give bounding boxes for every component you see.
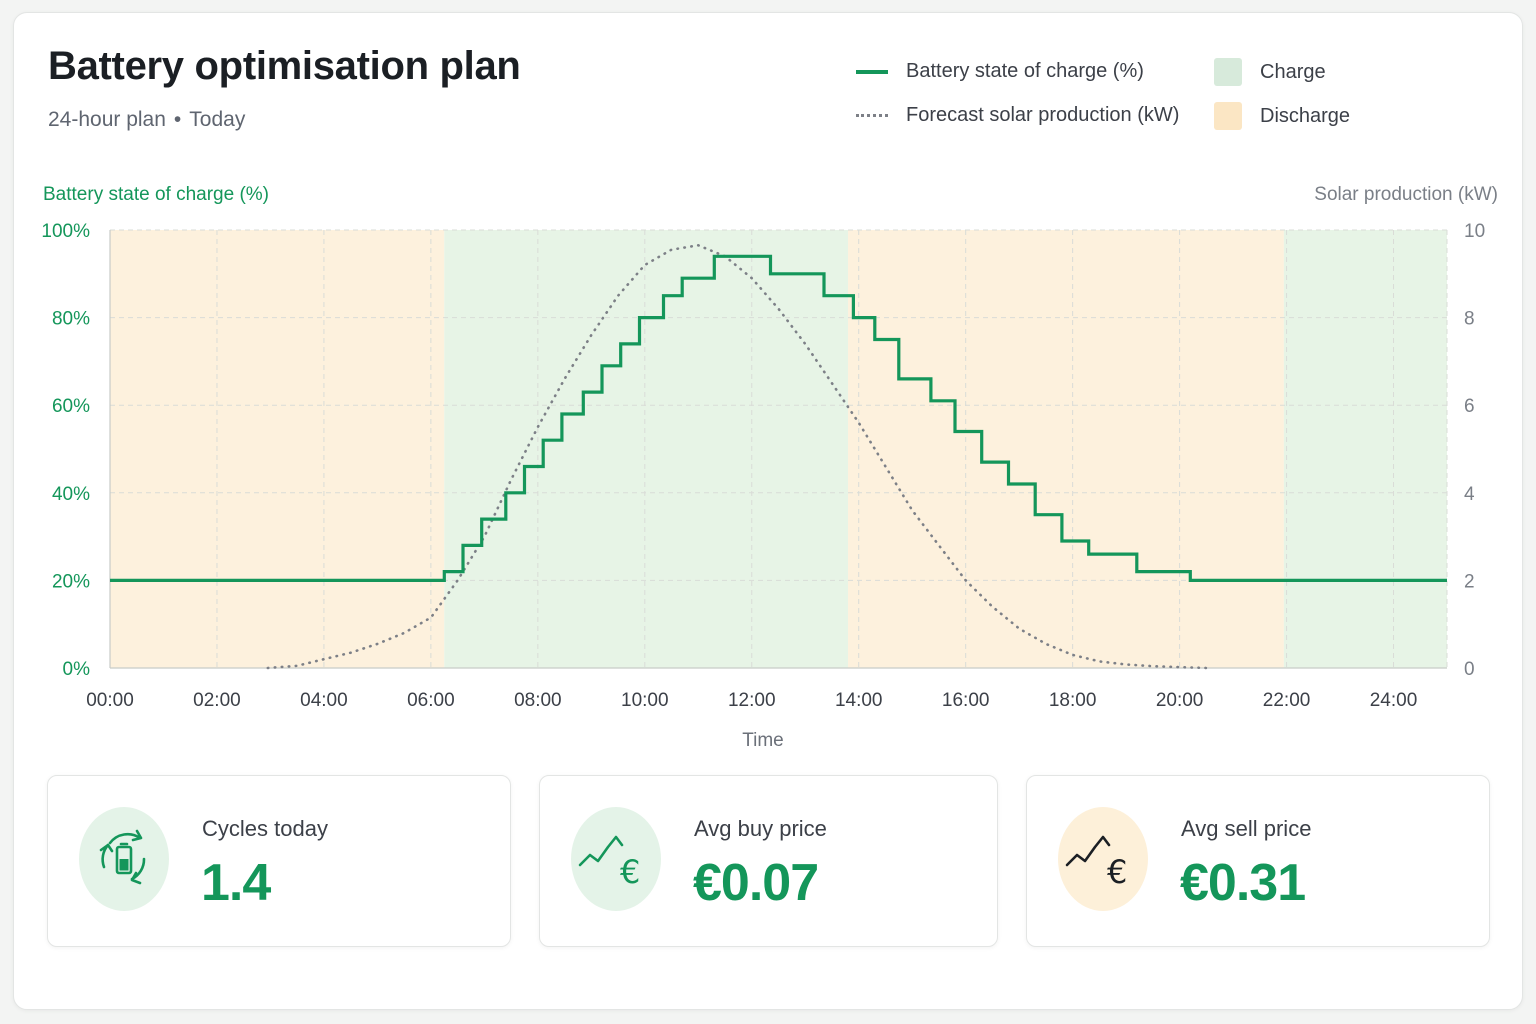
kpi-buy-value: €0.07 [693, 854, 819, 912]
x-tick-label: 12:00 [728, 690, 776, 711]
x-tick-label: 18:00 [1049, 690, 1097, 711]
legend-charge-label: Charge [1260, 60, 1326, 83]
kpi-buy-label: Avg buy price [694, 816, 827, 841]
page-title: Battery optimisation plan [48, 44, 521, 88]
discharge-band [848, 230, 1284, 668]
x-tick-label: 06:00 [407, 690, 455, 711]
svg-text:€: € [1107, 853, 1127, 891]
x-tick-label: 04:00 [300, 690, 348, 711]
y-right-tick-label: 2 [1464, 571, 1475, 592]
y-right-tick-label: 6 [1464, 396, 1475, 417]
x-tick-label: 10:00 [621, 690, 669, 711]
kpi-sell-value: €0.31 [1180, 854, 1306, 912]
x-axis-label: Time [742, 730, 784, 751]
y-left-axis-label: Battery state of charge (%) [43, 184, 269, 205]
svg-text:€: € [620, 853, 640, 891]
legend-charge-swatch [1214, 58, 1242, 86]
charge-band [1283, 230, 1447, 668]
x-tick-label: 08:00 [514, 690, 562, 711]
soc-solar-chart: 0% 20% 40% 60% 80% 100% 0 2 4 6 8 10 00:00 02:00 04:00… [41, 184, 1498, 751]
y-right-tick-label: 8 [1464, 309, 1475, 330]
legend-soc-label: Battery state of charge (%) [906, 60, 1144, 82]
legend-charge: Charge [1214, 58, 1326, 86]
y-right-axis-label: Solar production (kW) [1314, 184, 1498, 205]
x-tick-label: 24:00 [1370, 690, 1418, 711]
y-left-tick-label: 100% [41, 221, 90, 242]
x-tick-label: 00:00 [86, 690, 134, 711]
discharge-band [110, 230, 445, 668]
legend-discharge: Discharge [1214, 102, 1350, 130]
y-right-tick-label: 10 [1464, 221, 1485, 242]
x-tick-label: 22:00 [1263, 690, 1311, 711]
page-subtitle: 24-hour plan • Today [48, 108, 245, 132]
y-left-tick-label: 20% [52, 571, 90, 592]
legend-soc-swatch [856, 69, 888, 74]
legend-solar-swatch [856, 114, 888, 117]
x-tick-label: 20:00 [1156, 690, 1204, 711]
y-left-tick-label: 60% [52, 396, 90, 417]
legend-discharge-label: Discharge [1260, 104, 1351, 127]
subtitle-period: 24-hour plan [48, 108, 166, 131]
soc-step-line [110, 254, 1447, 582]
subtitle-separator: • [173, 108, 182, 131]
battery-cycle-icon [79, 807, 169, 911]
y-left-tick-label: 0% [63, 659, 91, 680]
legend-solar-label: Forecast solar production (kW) [906, 104, 1180, 126]
subtitle-day: Today [189, 108, 246, 131]
kpi-cycles-value: 1.4 [201, 854, 271, 912]
legend-solar: Forecast solar production (kW) [856, 104, 1179, 127]
y-right-tick-label: 0 [1464, 659, 1475, 680]
x-tick-label: 02:00 [193, 690, 241, 711]
y-left-tick-label: 40% [52, 484, 90, 505]
kpi-sell-label: Avg sell price [1181, 816, 1312, 841]
kpi-sell-price: € Avg sell price €0.31 [1026, 775, 1490, 947]
trend-euro-icon: € [1058, 807, 1148, 911]
trend-euro-icon: € [571, 807, 661, 911]
kpi-cycles: Cycles today 1.4 [47, 775, 511, 947]
y-right-tick-label: 4 [1464, 484, 1475, 505]
kpi-buy-price: € Avg buy price €0.07 [539, 775, 998, 947]
legend-soc: Battery state of charge (%) [856, 60, 1144, 83]
x-tick-label: 14:00 [835, 690, 883, 711]
x-tick-label: 16:00 [942, 690, 990, 711]
legend-discharge-swatch [1214, 102, 1242, 130]
solar-forecast-line [266, 243, 1208, 670]
kpi-cycles-label: Cycles today [202, 816, 328, 841]
charge-band [444, 230, 849, 668]
y-left-tick-label: 80% [52, 309, 90, 330]
